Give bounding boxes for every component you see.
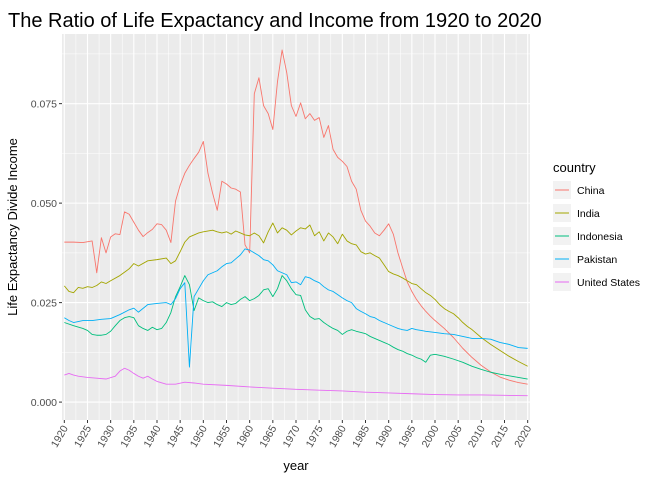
x-tick-label: 1970	[281, 423, 303, 449]
x-tick-label: 1940	[142, 423, 164, 449]
y-tick-label: 0.075	[31, 99, 57, 111]
chart-title: The Ratio of Life Expactancy and Income …	[8, 10, 542, 32]
y-axis: 0.000 0.025 0.050 0.075	[31, 99, 62, 409]
x-tick-label: 2000	[420, 423, 442, 449]
x-tick-label: 2015	[489, 423, 511, 449]
series-line-united-states	[64, 367, 528, 397]
series-line-indonesia	[64, 275, 528, 380]
x-tick-label: 1930	[95, 423, 117, 449]
y-axis-title: Life Expactancy Divide Income	[5, 138, 20, 316]
series-line-india	[63, 222, 528, 367]
x-tick-label: 1925	[72, 423, 94, 449]
legend-label-indonesia: Indonesia	[577, 231, 623, 243]
legend: country China India Indonesia Pakistan Unite…	[553, 160, 640, 291]
x-tick-label: 1955	[211, 423, 233, 449]
x-tick-label: 1965	[257, 423, 279, 449]
legend-label-china: China	[577, 185, 605, 197]
legend-label-united-states: United States	[577, 277, 640, 289]
legend-label-india: India	[577, 208, 600, 220]
x-tick-label: 1985	[350, 423, 372, 449]
major-gridlines	[62, 34, 530, 420]
series-line-china	[64, 49, 528, 385]
x-tick-label: 1920	[49, 423, 71, 449]
x-tick-label: 1950	[188, 423, 210, 449]
x-tick-label: 1980	[327, 423, 349, 449]
x-tick-label: 2010	[466, 423, 488, 449]
series-lines	[63, 49, 528, 397]
x-tick-label: 1975	[304, 423, 326, 449]
y-tick-label: 0.050	[31, 198, 57, 210]
x-axis-title: year	[283, 458, 309, 473]
x-axis: 1920 1925 1930 1935 1940 1945 1950 1955 1960 1965…	[49, 420, 534, 450]
x-tick-label: 1945	[165, 423, 187, 449]
y-tick-label: 0.025	[31, 298, 57, 310]
y-tick-label: 0.000	[31, 397, 57, 409]
series-line-pakistan	[64, 248, 528, 368]
x-tick-label: 2005	[443, 423, 465, 449]
legend-title: country	[553, 160, 596, 175]
x-tick-label: 1995	[396, 423, 418, 449]
x-tick-label: 1960	[234, 423, 256, 449]
x-tick-label: 2020	[512, 423, 534, 449]
legend-label-pakistan: Pakistan	[577, 254, 617, 266]
x-tick-label: 1990	[373, 423, 395, 449]
x-tick-label: 1935	[118, 423, 140, 449]
